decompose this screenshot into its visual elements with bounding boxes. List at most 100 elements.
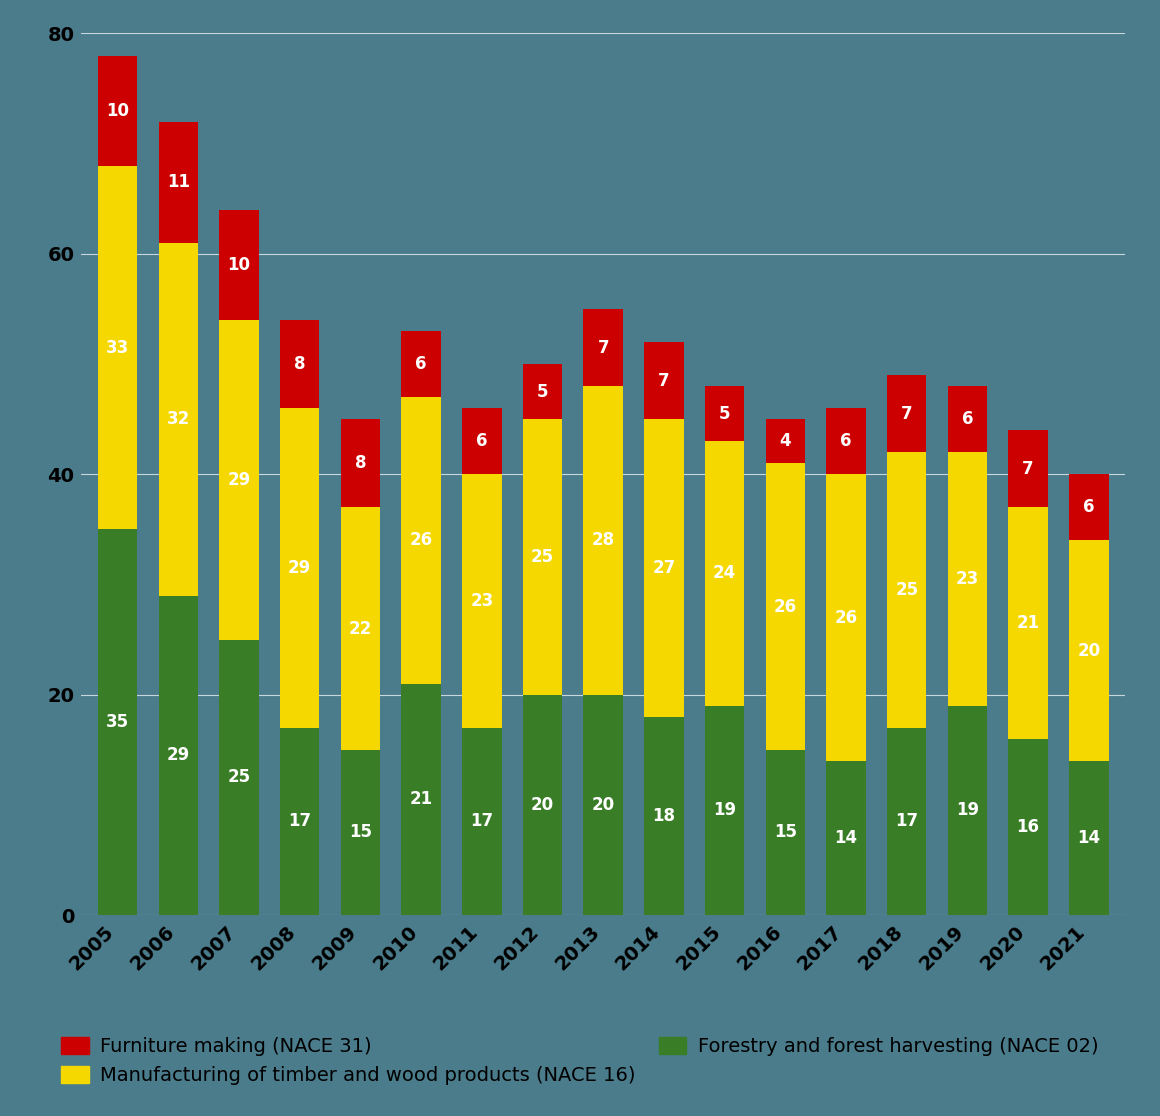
Bar: [887, 728, 927, 915]
Text: 20: 20: [1078, 642, 1101, 660]
Bar: [159, 122, 198, 243]
Text: 11: 11: [167, 173, 190, 191]
Text: 29: 29: [288, 559, 311, 577]
Text: 4: 4: [780, 432, 791, 450]
Bar: [583, 694, 623, 915]
Bar: [644, 716, 683, 915]
Bar: [887, 452, 927, 728]
Text: 10: 10: [227, 256, 251, 273]
Text: 35: 35: [106, 713, 129, 731]
Bar: [705, 705, 745, 915]
Text: 27: 27: [652, 559, 675, 577]
Text: 25: 25: [531, 548, 554, 566]
Text: 26: 26: [409, 531, 433, 549]
Bar: [462, 728, 501, 915]
Text: 28: 28: [592, 531, 615, 549]
Bar: [1008, 739, 1047, 915]
Text: 15: 15: [774, 824, 797, 841]
Bar: [341, 420, 380, 508]
Bar: [401, 397, 441, 684]
Text: 29: 29: [227, 471, 251, 489]
Text: 5: 5: [719, 405, 731, 423]
Bar: [705, 386, 745, 441]
Bar: [948, 705, 987, 915]
Bar: [644, 420, 683, 716]
Bar: [766, 463, 805, 750]
Text: 23: 23: [956, 570, 979, 588]
Text: 18: 18: [652, 807, 675, 825]
Text: 22: 22: [349, 619, 372, 637]
Bar: [462, 474, 501, 728]
Text: 6: 6: [840, 432, 851, 450]
Text: 6: 6: [1083, 499, 1095, 517]
Bar: [280, 728, 319, 915]
Bar: [1008, 508, 1047, 739]
Text: 17: 17: [288, 812, 311, 830]
Bar: [948, 386, 987, 452]
Text: 20: 20: [531, 796, 554, 814]
Text: 25: 25: [896, 581, 919, 599]
Bar: [341, 750, 380, 915]
Text: 21: 21: [409, 790, 433, 808]
Bar: [1070, 474, 1109, 540]
Bar: [97, 56, 137, 165]
Bar: [705, 441, 745, 705]
Text: 7: 7: [1022, 460, 1034, 478]
Bar: [97, 165, 137, 529]
Text: 21: 21: [1016, 614, 1039, 632]
Text: 26: 26: [834, 608, 857, 626]
Bar: [280, 320, 319, 408]
Bar: [219, 639, 259, 915]
Text: 19: 19: [713, 801, 737, 819]
Bar: [523, 694, 563, 915]
Text: 6: 6: [415, 355, 427, 373]
Text: 24: 24: [713, 565, 737, 583]
Text: 14: 14: [1078, 829, 1101, 847]
Bar: [826, 474, 865, 761]
Text: 16: 16: [1016, 818, 1039, 836]
Bar: [948, 452, 987, 705]
Text: 14: 14: [834, 829, 857, 847]
Text: 15: 15: [349, 824, 372, 841]
Bar: [1008, 430, 1047, 508]
Text: 17: 17: [470, 812, 493, 830]
Text: 7: 7: [597, 338, 609, 357]
Bar: [826, 761, 865, 915]
Text: 33: 33: [106, 338, 129, 357]
Text: 7: 7: [658, 372, 669, 389]
Bar: [1070, 761, 1109, 915]
Bar: [401, 684, 441, 915]
Bar: [826, 408, 865, 474]
Text: 29: 29: [167, 747, 190, 764]
Bar: [766, 420, 805, 463]
Text: 10: 10: [106, 102, 129, 119]
Bar: [159, 596, 198, 915]
Text: 20: 20: [592, 796, 615, 814]
Bar: [583, 309, 623, 386]
Text: 5: 5: [537, 383, 549, 401]
Text: 25: 25: [227, 768, 251, 787]
Text: 6: 6: [962, 411, 973, 429]
Bar: [766, 750, 805, 915]
Bar: [583, 386, 623, 694]
Bar: [280, 408, 319, 728]
Bar: [523, 420, 563, 694]
Text: 19: 19: [956, 801, 979, 819]
Text: 23: 23: [470, 591, 493, 610]
Bar: [462, 408, 501, 474]
Bar: [401, 331, 441, 397]
Bar: [219, 210, 259, 320]
Bar: [1070, 540, 1109, 761]
Bar: [219, 320, 259, 639]
Text: 7: 7: [901, 405, 913, 423]
Bar: [159, 243, 198, 596]
Bar: [644, 341, 683, 420]
Text: 26: 26: [774, 597, 797, 616]
Bar: [523, 364, 563, 420]
Legend: Furniture making (NACE 31), Manufacturing of timber and wood products (NACE 16),: Furniture making (NACE 31), Manufacturin…: [52, 1027, 1108, 1095]
Text: 8: 8: [355, 454, 367, 472]
Text: 8: 8: [293, 355, 305, 373]
Text: 17: 17: [896, 812, 919, 830]
Bar: [97, 529, 137, 915]
Text: 6: 6: [476, 432, 487, 450]
